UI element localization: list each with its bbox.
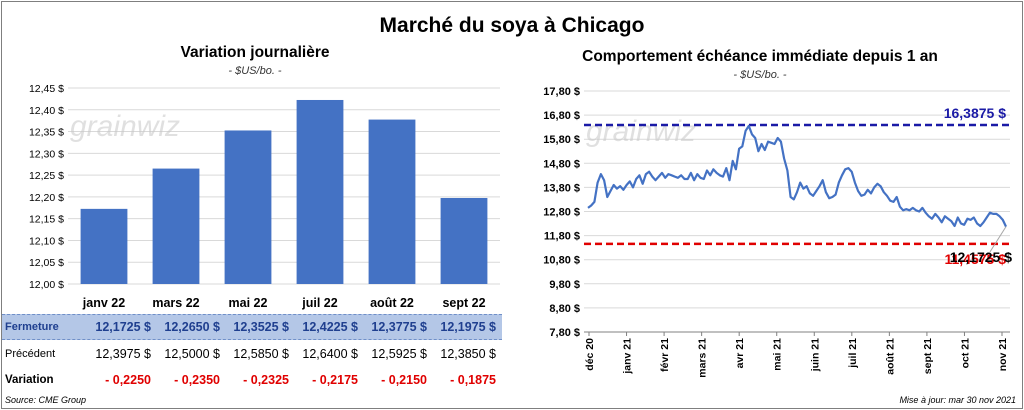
x-tick-label: déc 20 [584,338,596,371]
table-cell: 12,2650 $ [164,320,220,334]
table-cell: 12,5850 $ [233,347,289,361]
y-tick-label: 9,80 $ [549,279,580,291]
y-tick-label: 12,80 $ [543,207,580,219]
x-tick-label: mai 22 [229,296,268,310]
x-tick-label: mars 21 [697,338,709,378]
table-cell: 12,3525 $ [233,320,289,334]
row-label: Fermeture [5,321,59,333]
y-tick-label: 12,45 $ [29,83,64,95]
x-tick-label: juil 21 [847,338,859,369]
table-cell: 12,6400 $ [302,347,358,361]
y-tick-label: 12,30 $ [29,148,64,160]
table-cell: 12,5925 $ [371,347,427,361]
y-tick-label: 17,80 $ [543,86,580,98]
x-tick-label: janv 22 [82,296,125,310]
y-tick-label: 12,00 $ [29,279,64,291]
row-label: Variation [5,374,54,386]
line-chart-subtitle: - $US/bo. - [733,69,787,81]
line-chart-title: Comportement échéance immédiate depuis 1… [582,48,938,65]
table-cell: - 0,2325 [243,373,289,387]
x-tick-label: sept 21 [922,338,934,374]
y-tick-label: 11,80 $ [544,231,580,243]
high-value-label: 16,3875 $ [944,105,1006,121]
table-row-fermeture: Fermeture 12,1725 $ 12,2650 $ 12,3525 $ … [2,314,502,340]
y-tick-label: 7,80 $ [549,327,580,339]
x-tick-label: sept 22 [442,296,485,310]
table-cell: 12,3850 $ [440,347,496,361]
bar [224,130,272,284]
table-cell: 12,1725 $ [95,320,151,334]
y-tick-label: 12,10 $ [29,235,64,247]
x-tick-label: mai 21 [772,338,784,371]
x-tick-label: oct 21 [959,338,971,369]
y-tick-label: 16,80 $ [543,110,580,122]
grainwiz-watermark: grainwiz [586,115,696,148]
page-title: Marché du soya à Chicago [379,14,645,37]
y-tick-label: 12,40 $ [29,105,64,117]
table-cell: - 0,2250 [105,373,151,387]
table-row-variation: Variation - 0,2250 - 0,2350 - 0,2325 - 0… [2,367,502,393]
line-chart: 7,80 $ 8,80 $ 9,80 $ 10,80 $ 11,80 $ 12,80 $ 1… [543,86,1012,378]
table-row-precedent: Précédent 12,3975 $ 12,5000 $ 12,5850 $ … [2,341,502,367]
low-value-label: 11,4575 $ [944,251,1006,267]
bar-chart: 12,00 $ 12,05 $ 12,10 $ 12,15 $ 12,20 $ 12,25… [29,83,500,310]
y-tick-label: 10,80 $ [543,255,580,267]
x-tick-label: juil 22 [301,296,337,310]
y-tick-label: 12,20 $ [29,192,64,204]
y-tick-label: 8,80 $ [549,303,580,315]
source-note: Source: CME Group [5,395,87,405]
table-cell: - 0,2150 [381,373,427,387]
y-tick-label: 12,05 $ [29,257,64,269]
y-tick-label: 12,25 $ [29,170,64,182]
table-cell: 12,3775 $ [371,320,427,334]
table-cell: 12,5000 $ [164,347,220,361]
x-tick-label: janv 21 [622,338,634,375]
bar [296,99,344,284]
row-label: Précédent [5,348,56,360]
table-cell: - 0,2175 [312,373,358,387]
y-tick-label: 12,15 $ [29,214,64,226]
bar-chart-subtitle: - $US/bo. - [228,65,282,77]
bar [440,197,488,284]
x-tick-label: juin 21 [809,338,821,372]
grainwiz-watermark: grainwiz [70,110,180,143]
bar [368,119,416,284]
x-tick-label: févr 21 [659,338,671,372]
bar [80,208,128,284]
table-cell: - 0,1875 [450,373,496,387]
x-tick-label: août 21 [884,338,896,375]
table-cell: 12,1975 $ [440,320,496,334]
bar [152,168,200,284]
y-tick-label: 14,80 $ [543,158,580,170]
table-cell: 12,3975 $ [95,347,151,361]
x-tick-label: mars 22 [152,296,199,310]
x-tick-label: nov 21 [997,338,1009,371]
table-cell: - 0,2350 [174,373,220,387]
table-cell: 12,4225 $ [302,320,358,334]
bar-chart-title: Variation journalière [180,44,330,61]
update-note: Mise à jour: mar 30 nov 2021 [899,395,1016,405]
price-series-line [587,124,1007,228]
last-value-connector [989,226,1007,253]
x-tick-label: août 22 [370,296,414,310]
y-tick-label: 13,80 $ [543,182,580,194]
y-tick-label: 15,80 $ [543,134,580,146]
x-tick-label: avr 21 [734,338,746,369]
y-tick-label: 12,35 $ [29,127,64,139]
last-value-label: 12,1725 $ [950,249,1012,265]
